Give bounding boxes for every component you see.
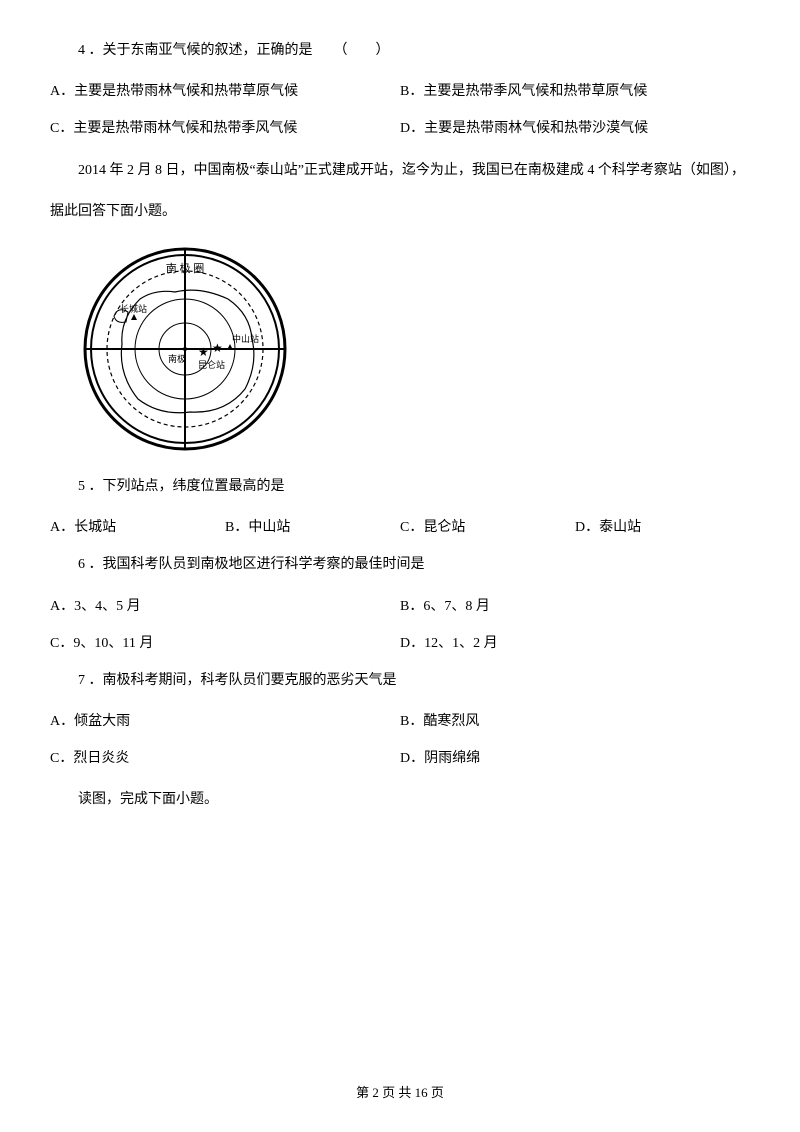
q7-options-row1: A．倾盆大雨 B．酷寒烈风 bbox=[50, 709, 750, 734]
q7-option-b: B．酷寒烈风 bbox=[400, 709, 750, 734]
q6-option-b: B．6、7、8 月 bbox=[400, 594, 750, 619]
passage-line1: 2014 年 2 月 8 日，中国南极“泰山站”正式建成开站，迄今为止，我国已在… bbox=[50, 158, 750, 183]
q5-option-d: D．泰山站 bbox=[575, 515, 750, 540]
q6-option-d: D．12、1、2 月 bbox=[400, 631, 750, 656]
q6-option-c: C．9、10、11 月 bbox=[50, 631, 400, 656]
q4-option-d: D．主要是热带雨林气候和热带沙漠气候 bbox=[400, 116, 750, 141]
label-nanji: 南极 bbox=[168, 353, 186, 364]
label-kunlun: 昆仑站 bbox=[198, 359, 225, 370]
q7-option-a: A．倾盆大雨 bbox=[50, 709, 400, 734]
label-changcheng: 长城站 bbox=[120, 303, 147, 314]
star-icon: ★ bbox=[212, 341, 223, 355]
q5-option-b: B．中山站 bbox=[225, 515, 400, 540]
q7-option-c: C．烈日炎炎 bbox=[50, 746, 400, 771]
passage-line2: 据此回答下面小题。 bbox=[50, 199, 750, 224]
q5-option-a: A．长城站 bbox=[50, 515, 225, 540]
q5-options-row: A．长城站 B．中山站 C．昆仑站 D．泰山站 bbox=[50, 515, 750, 540]
pole-dot-icon bbox=[183, 347, 187, 351]
label-zhongshan: 中山站 bbox=[232, 333, 259, 344]
q5-stem: 5 ．下列站点，纬度位置最高的是 bbox=[50, 474, 750, 499]
q6-option-a: A．3、4、5 月 bbox=[50, 594, 400, 619]
map-title: 南 极 圈 bbox=[166, 261, 205, 275]
antarctica-map: 南 极 圈 长城站 中山站 ★ ★ 昆仑站 南极 bbox=[80, 244, 750, 454]
page-footer: 第 2 页 共 16 页 bbox=[0, 1081, 800, 1104]
q4-options-row1: A．主要是热带雨林气候和热带草原气候 B．主要是热带季风气候和热带草原气候 bbox=[50, 79, 750, 104]
q4-option-a: A．主要是热带雨林气候和热带草原气候 bbox=[50, 79, 400, 104]
q6-options-row2: C．9、10、11 月 D．12、1、2 月 bbox=[50, 631, 750, 656]
q4-option-b: B．主要是热带季风气候和热带草原气候 bbox=[400, 79, 750, 104]
star-icon: ★ bbox=[198, 345, 209, 359]
q4-stem: 4 ．关于东南亚气候的叙述，正确的是 （ ） bbox=[50, 38, 750, 63]
trailing-instruction: 读图，完成下面小题。 bbox=[50, 787, 750, 812]
q7-options-row2: C．烈日炎炎 D．阴雨绵绵 bbox=[50, 746, 750, 771]
q4-options-row2: C．主要是热带雨林气候和热带季风气候 D．主要是热带雨林气候和热带沙漠气候 bbox=[50, 116, 750, 141]
q4-option-c: C．主要是热带雨林气候和热带季风气候 bbox=[50, 116, 400, 141]
q7-stem: 7 ．南极科考期间，科考队员们要克服的恶劣天气是 bbox=[50, 668, 750, 693]
q6-options-row1: A．3、4、5 月 B．6、7、8 月 bbox=[50, 594, 750, 619]
q5-option-c: C．昆仑站 bbox=[400, 515, 575, 540]
q6-stem: 6 ．我国科考队员到南极地区进行科学考察的最佳时间是 bbox=[50, 552, 750, 577]
q7-option-d: D．阴雨绵绵 bbox=[400, 746, 750, 771]
